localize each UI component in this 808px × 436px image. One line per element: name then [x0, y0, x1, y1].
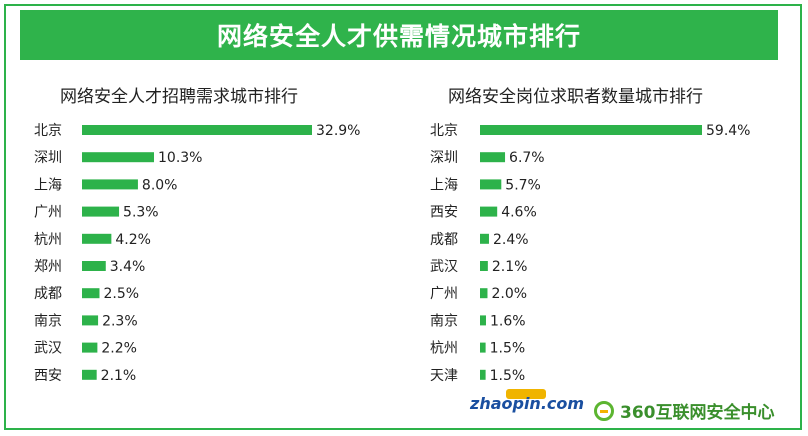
- bar: [480, 288, 488, 299]
- bar: [480, 233, 489, 244]
- zhaopin-logo-mark: [506, 389, 546, 399]
- category-label: 北京: [34, 123, 62, 139]
- bar: [480, 369, 486, 380]
- bar: [82, 342, 98, 353]
- infographic-frame: [4, 4, 802, 430]
- category-label: 深圳: [34, 150, 62, 166]
- bar: [480, 342, 486, 353]
- bar: [82, 315, 99, 326]
- value-label: 5.7%: [505, 177, 541, 193]
- right-chart-title: 网络安全岗位求职者数量城市排行: [448, 87, 703, 107]
- category-label: 南京: [430, 313, 458, 329]
- value-label: 3.4%: [110, 259, 146, 275]
- value-label: 1.5%: [490, 341, 526, 357]
- bar: [82, 369, 97, 380]
- value-label: 1.5%: [490, 368, 526, 384]
- logo-360-text: 360互联网安全中心: [620, 403, 775, 423]
- value-label: 32.9%: [316, 123, 360, 139]
- bar: [480, 206, 498, 217]
- category-label: 上海: [34, 177, 62, 193]
- category-label: 广州: [34, 205, 62, 221]
- bar: [82, 179, 138, 190]
- value-label: 2.2%: [101, 341, 137, 357]
- value-label: 4.2%: [115, 232, 151, 248]
- bar: [82, 261, 106, 271]
- value-label: 2.1%: [101, 368, 137, 384]
- bar: [82, 233, 112, 244]
- left-chart-title: 网络安全人才招聘需求城市排行: [60, 87, 298, 107]
- category-label: 广州: [430, 286, 458, 302]
- category-label: 武汉: [34, 341, 62, 357]
- category-label: 成都: [34, 286, 62, 302]
- value-label: 2.5%: [103, 286, 139, 302]
- 360-icon: [594, 400, 614, 421]
- category-label: 南京: [34, 313, 62, 329]
- category-label: 西安: [34, 368, 62, 384]
- bar: [480, 261, 488, 271]
- category-label: 成都: [430, 232, 458, 248]
- value-label: 6.7%: [509, 150, 545, 166]
- category-label: 北京: [430, 123, 458, 139]
- category-label: 西安: [430, 205, 458, 221]
- banner-title: 网络安全人才供需情况城市排行: [20, 10, 778, 60]
- value-label: 4.6%: [501, 205, 537, 221]
- value-label: 59.4%: [706, 123, 750, 139]
- bar: [480, 152, 506, 163]
- value-label: 8.0%: [142, 177, 178, 193]
- category-label: 武汉: [430, 259, 458, 275]
- logo-area: zhaopin.com 360互联网安全中心: [470, 389, 800, 428]
- zhaopin-logo: zhaopin.com: [470, 394, 585, 413]
- value-label: 2.3%: [102, 313, 138, 329]
- bar: [82, 125, 312, 135]
- bar: [480, 179, 502, 190]
- value-label: 2.1%: [492, 259, 528, 275]
- category-label: 上海: [430, 177, 458, 193]
- category-label: 天津: [430, 368, 458, 384]
- category-label: 郑州: [34, 259, 62, 275]
- logo-360: 360互联网安全中心: [594, 398, 775, 423]
- bar: [82, 206, 120, 217]
- bar: [480, 315, 486, 326]
- value-label: 2.0%: [491, 286, 527, 302]
- value-label: 5.3%: [123, 205, 159, 221]
- value-label: 10.3%: [158, 150, 202, 166]
- bar: [480, 125, 702, 135]
- category-label: 杭州: [430, 341, 458, 357]
- bar: [82, 152, 155, 163]
- category-label: 深圳: [430, 150, 458, 166]
- value-label: 2.4%: [493, 232, 529, 248]
- value-label: 1.6%: [490, 313, 526, 329]
- category-label: 杭州: [34, 232, 62, 248]
- bar: [82, 288, 100, 299]
